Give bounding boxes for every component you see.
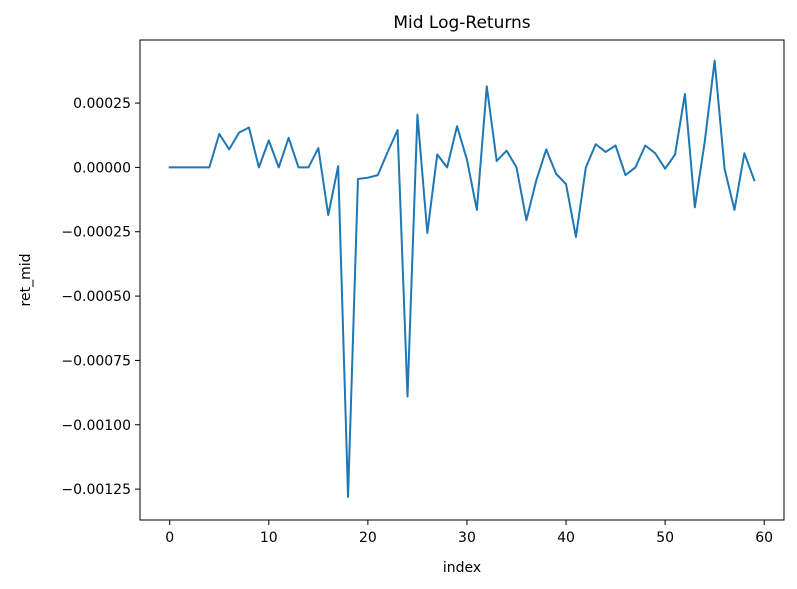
series-layer: [168, 59, 756, 498]
y-tick-label: −0.00125: [61, 482, 131, 498]
x-axis: 0 10 20 30 40 50 60: [165, 520, 773, 546]
x-tick-label: 30: [458, 530, 476, 546]
x-tick-label: 20: [359, 530, 377, 546]
x-tick-label: 0: [165, 530, 174, 546]
y-tick-label: −0.00050: [61, 289, 131, 305]
x-tick-label: 10: [260, 530, 278, 546]
y-tick-label: −0.00100: [61, 418, 131, 434]
x-tick-label: 50: [656, 530, 674, 546]
series-line-0: [168, 59, 756, 498]
chart-title: Mid Log-Returns: [393, 13, 530, 33]
x-tick-label: 60: [755, 530, 773, 546]
y-tick-label: 0.00025: [73, 96, 131, 112]
x-axis-label: index: [443, 560, 481, 576]
y-axis: 0.00025 0.00000 −0.00025 −0.00050 −0.00075 −0…: [61, 96, 140, 498]
y-axis-label: ret_mid: [18, 254, 34, 307]
y-tick-label: 0.00000: [73, 160, 131, 176]
y-tick-label: −0.00075: [61, 353, 131, 369]
y-tick-label: −0.00025: [61, 225, 131, 241]
plot-frame: [139, 39, 785, 521]
x-tick-label: 40: [557, 530, 575, 546]
